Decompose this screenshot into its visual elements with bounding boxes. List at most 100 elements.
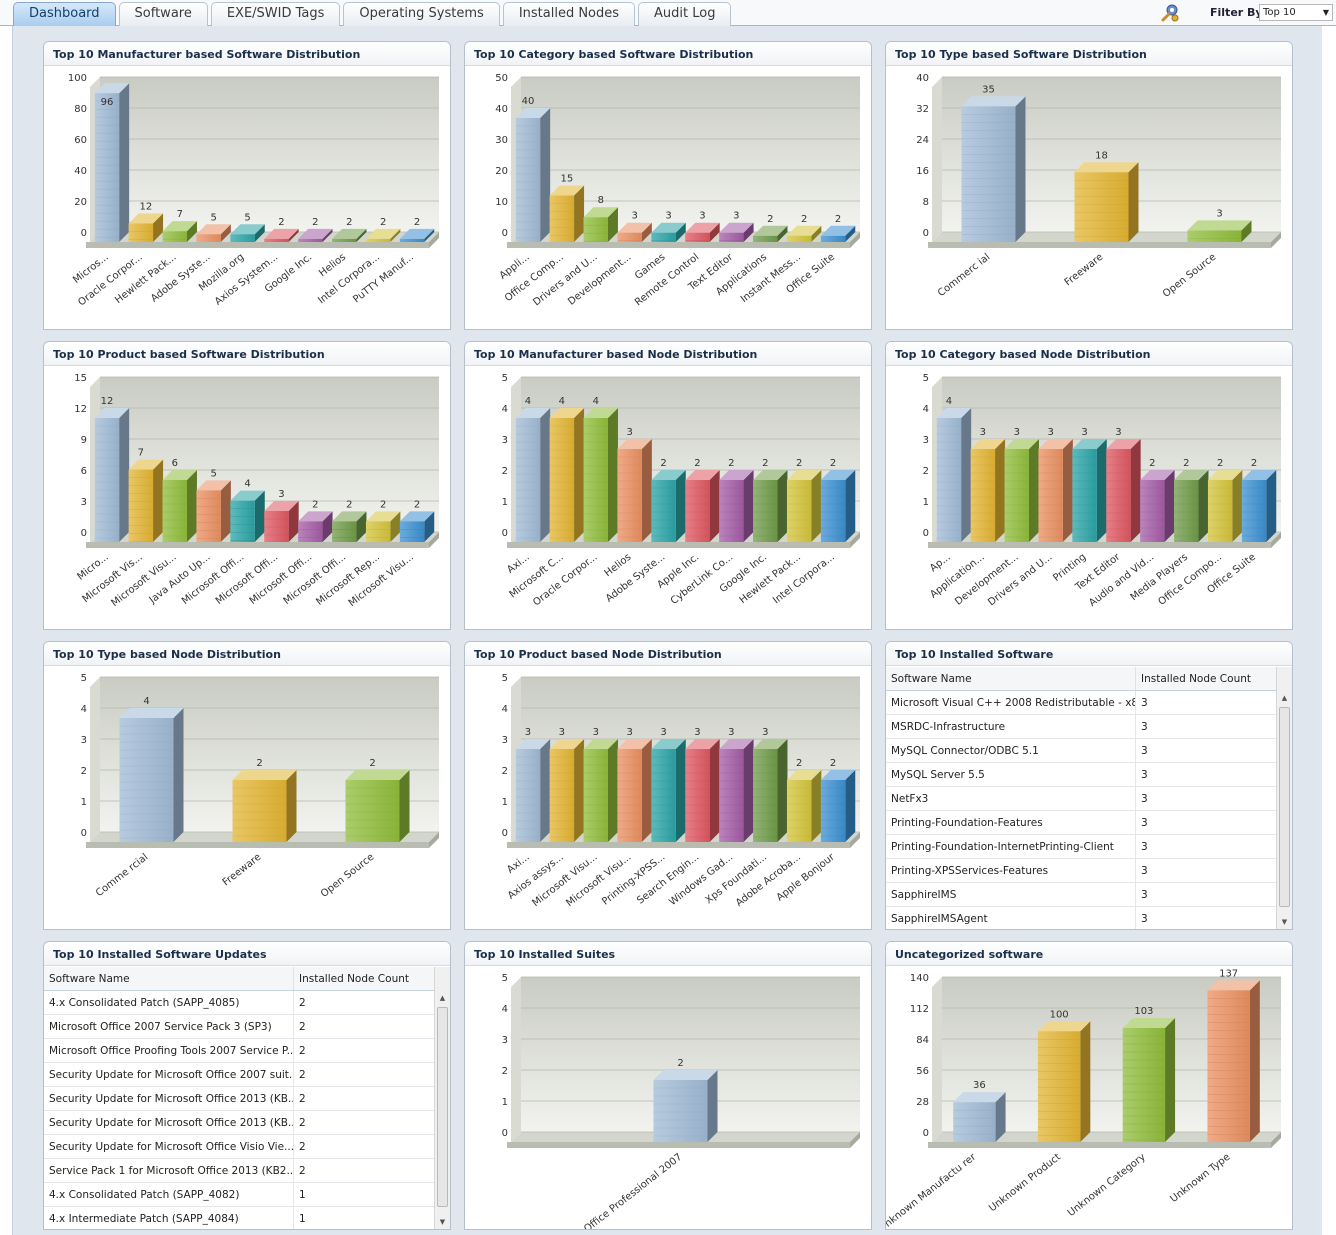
cell-node-count: 2 bbox=[294, 1039, 436, 1062]
bar bbox=[820, 470, 856, 542]
table-header: Software Name Installed Node Count bbox=[886, 667, 1292, 691]
column-header-node-count[interactable]: Installed Node Count bbox=[1136, 667, 1278, 690]
bar-side bbox=[1198, 470, 1209, 542]
chart-floor-side bbox=[850, 232, 860, 248]
bar-top bbox=[953, 1092, 1006, 1103]
tab-audit-log[interactable]: Audit Log bbox=[638, 2, 732, 26]
y-tick-label: 24 bbox=[916, 135, 929, 146]
table-row[interactable]: MySQL Connector/ODBC 5.1 3 bbox=[886, 739, 1292, 763]
bar-side bbox=[777, 225, 788, 242]
y-tick-label: 4 bbox=[502, 404, 508, 415]
tab-dashboard[interactable]: Dashboard bbox=[13, 2, 116, 26]
scroll-up-icon[interactable]: ▲ bbox=[1281, 694, 1288, 702]
table-row[interactable]: Service Pack 1 for Microsoft Office 2013… bbox=[44, 1159, 450, 1183]
table-row[interactable]: Printing-XPSServices-Features 3 bbox=[886, 859, 1292, 883]
bar bbox=[583, 207, 618, 242]
tab-installed-nodes[interactable]: Installed Nodes bbox=[502, 2, 636, 26]
bar bbox=[970, 439, 1006, 542]
bar-front bbox=[94, 418, 120, 542]
table-row[interactable]: SapphireIMS 3 bbox=[886, 883, 1292, 907]
tab-software[interactable]: Software bbox=[118, 2, 208, 26]
settings-tools-icon[interactable] bbox=[1160, 3, 1180, 23]
bar-front bbox=[1207, 990, 1250, 1142]
table-row[interactable]: Security Update for Microsoft Office 201… bbox=[44, 1111, 450, 1135]
y-tick-label: 0 bbox=[81, 528, 87, 539]
cell-node-count: 3 bbox=[1136, 715, 1278, 738]
scrollbar-thumb[interactable] bbox=[1279, 707, 1290, 907]
y-tick-label: 1 bbox=[502, 1097, 508, 1108]
cell-software-name: Printing-Foundation-InternetPrinting-Cli… bbox=[886, 835, 1136, 858]
bar bbox=[719, 222, 754, 242]
bar-side bbox=[119, 408, 130, 542]
data-label: 3 bbox=[1216, 208, 1222, 219]
table-row[interactable]: NetFx3 3 bbox=[886, 787, 1292, 811]
bar-front bbox=[399, 238, 425, 242]
bar-top bbox=[1106, 439, 1141, 449]
bar bbox=[128, 459, 164, 542]
table-row[interactable]: Printing-Foundation-InternetPrinting-Cli… bbox=[886, 835, 1292, 859]
cell-node-count: 3 bbox=[1136, 763, 1278, 786]
y-tick-label: 1 bbox=[923, 497, 929, 508]
bar-top bbox=[128, 459, 164, 470]
table-row[interactable]: MySQL Server 5.5 3 bbox=[886, 763, 1292, 787]
bar bbox=[617, 739, 652, 842]
table-row[interactable]: Microsoft Visual C++ 2008 Redistributabl… bbox=[886, 691, 1292, 715]
chart-back-wall bbox=[100, 77, 439, 232]
table-row[interactable]: Microsoft Office 2007 Service Pack 3 (SP… bbox=[44, 1015, 450, 1039]
table-row[interactable]: 4.x Intermediate Patch (SAPP_4084) 1 bbox=[44, 1207, 450, 1229]
data-label: 2 bbox=[762, 458, 768, 469]
bar-front bbox=[651, 749, 676, 842]
panel-title: Top 10 Manufacturer based Node Distribut… bbox=[465, 342, 871, 366]
scrollbar-thumb[interactable] bbox=[437, 1007, 448, 1207]
vertical-scrollbar[interactable]: ▲ ▼ bbox=[1276, 667, 1292, 929]
bar-top bbox=[719, 222, 754, 233]
bar-side bbox=[777, 739, 788, 842]
bar-side bbox=[1232, 470, 1243, 542]
data-label: 3 bbox=[593, 727, 599, 738]
bar-front bbox=[936, 418, 962, 542]
scroll-up-icon[interactable]: ▲ bbox=[439, 994, 446, 1002]
x-tick-label: Open Source bbox=[1161, 252, 1218, 300]
data-label: 3 bbox=[1014, 427, 1020, 438]
bar bbox=[232, 770, 297, 842]
bar-front bbox=[549, 195, 575, 242]
tab-operating-systems[interactable]: Operating Systems bbox=[343, 2, 500, 26]
x-tick-label: Axi... bbox=[505, 552, 532, 576]
cell-node-count: 2 bbox=[294, 1159, 436, 1182]
table-row[interactable]: SapphireIMSAgent 3 bbox=[886, 907, 1292, 929]
panel-title: Top 10 Manufacturer based Software Distr… bbox=[44, 42, 450, 66]
column-header-node-count[interactable]: Installed Node Count bbox=[294, 967, 436, 990]
bar-side bbox=[607, 207, 618, 242]
table-row[interactable]: Security Update for Microsoft Office 201… bbox=[44, 1087, 450, 1111]
table-row[interactable]: MSRDC-Infrastructure 3 bbox=[886, 715, 1292, 739]
table-row[interactable]: Security Update for Microsoft Office 200… bbox=[44, 1063, 450, 1087]
bar-top bbox=[617, 222, 652, 233]
bar bbox=[298, 511, 333, 542]
scroll-down-icon[interactable]: ▼ bbox=[439, 1218, 446, 1226]
column-header-software-name[interactable]: Software Name bbox=[886, 667, 1136, 690]
table-row[interactable]: 4.x Consolidated Patch (SAPP_4085) 2 bbox=[44, 991, 450, 1015]
data-label: 4 bbox=[143, 696, 149, 707]
table-row[interactable]: Security Update for Microsoft Office Vis… bbox=[44, 1135, 450, 1159]
chart-floor-side bbox=[1271, 1132, 1281, 1148]
bar-front bbox=[820, 235, 846, 242]
filter-select[interactable]: Top 10 ▼ bbox=[1259, 4, 1333, 21]
scroll-down-icon[interactable]: ▼ bbox=[1281, 918, 1288, 926]
data-label: 2 bbox=[414, 217, 420, 228]
bar-front bbox=[1207, 480, 1233, 542]
data-label: 35 bbox=[982, 84, 995, 95]
bar bbox=[820, 225, 856, 242]
tab-exe-swid-tags[interactable]: EXE/SWID Tags bbox=[210, 2, 341, 26]
filter-select-value: Top 10 bbox=[1263, 7, 1296, 18]
table-row[interactable]: Microsoft Office Proofing Tools 2007 Ser… bbox=[44, 1039, 450, 1063]
bar-front bbox=[298, 238, 323, 242]
bar bbox=[365, 228, 401, 242]
bar bbox=[1038, 439, 1073, 542]
bar-side bbox=[153, 459, 164, 542]
table-row[interactable]: Printing-Foundation-Features 3 bbox=[886, 811, 1292, 835]
data-label: 3 bbox=[980, 427, 986, 438]
column-header-software-name[interactable]: Software Name bbox=[44, 967, 294, 990]
vertical-scrollbar[interactable]: ▲ ▼ bbox=[434, 967, 450, 1229]
bar-side bbox=[540, 739, 551, 842]
table-row[interactable]: 4.x Consolidated Patch (SAPP_4082) 1 bbox=[44, 1183, 450, 1207]
